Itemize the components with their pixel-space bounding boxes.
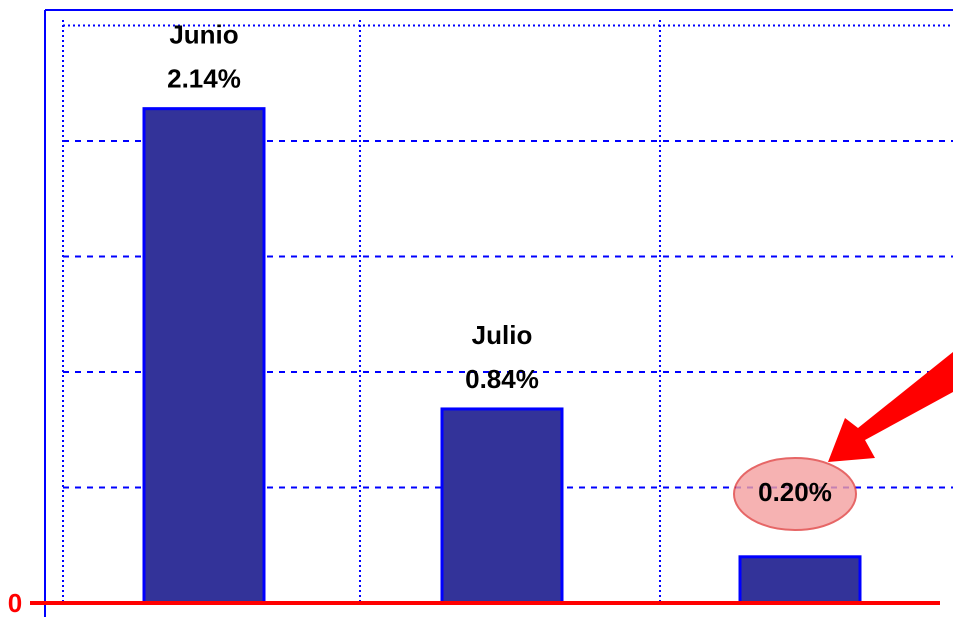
arrow: [828, 352, 953, 462]
bar: [142, 107, 266, 605]
bar: [738, 555, 862, 605]
category-label: Julio: [472, 320, 533, 350]
value-label: 2.14%: [167, 64, 241, 94]
highlight: [733, 457, 857, 531]
category-label: Junio: [169, 20, 238, 50]
value-label: 0.84%: [465, 364, 539, 394]
bar: [440, 407, 564, 605]
value-label: 0.20%: [758, 477, 832, 507]
y-tick-label: 0: [8, 588, 22, 617]
